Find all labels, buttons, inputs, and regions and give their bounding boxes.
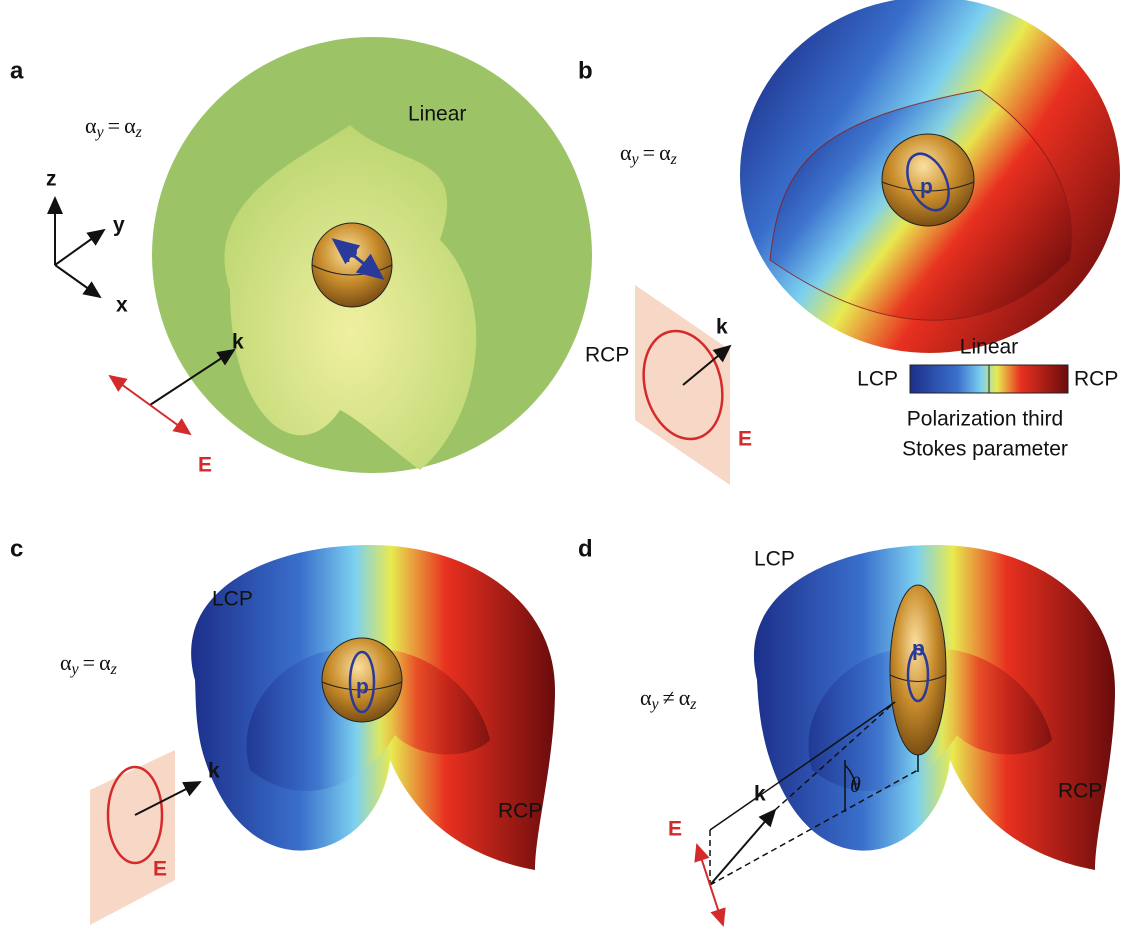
eq-part: α (85, 113, 97, 138)
eq-part: = (108, 113, 120, 138)
label: k (232, 331, 244, 354)
plane (90, 750, 175, 925)
eq-part: y (95, 124, 105, 141)
equator (321, 681, 403, 691)
eq-part: z (110, 661, 118, 678)
colorbar-caption: Polarization third (907, 408, 1063, 431)
e-ellipse (642, 329, 724, 441)
label: k (716, 316, 728, 339)
label: E (738, 428, 752, 451)
panel-a: a αy = αz Linear z y x k E p (10, 37, 592, 477)
particle (321, 637, 403, 723)
label: LCP (754, 548, 795, 571)
eq-part: y (70, 661, 80, 678)
label: p (345, 240, 358, 263)
label: x (116, 294, 128, 317)
label: p (912, 638, 925, 661)
particle (311, 222, 393, 308)
colorbar-caption: Stokes parameter (902, 438, 1068, 461)
panel-letter: d (578, 535, 593, 562)
eq-part: α (124, 113, 136, 138)
dipole (331, 238, 385, 280)
eq-part: y (650, 696, 660, 713)
eq-part: z (670, 151, 678, 168)
label: z (46, 168, 57, 191)
k-arrow (682, 344, 732, 386)
eq-part: α (620, 140, 632, 165)
eq-part: z (135, 124, 143, 141)
k-arrow (134, 781, 202, 816)
label: RCP (585, 344, 629, 367)
equator (881, 181, 975, 192)
eq-part: y (630, 151, 640, 168)
colorbar-label: RCP (1074, 368, 1118, 391)
particle (881, 133, 975, 227)
construction-line (709, 701, 896, 831)
panel-letter: a (10, 57, 24, 84)
eq-part: α (659, 140, 671, 165)
panel-c: c αy = αz LCP RCP k E p (10, 535, 555, 925)
e-ellipse (106, 765, 164, 865)
label: k (754, 783, 766, 806)
equation: αy = αz (85, 113, 143, 141)
label: y (113, 214, 125, 237)
eq-part: z (689, 696, 697, 713)
eq-part: α (99, 650, 111, 675)
k-arrow (709, 808, 777, 886)
panel-letter: b (578, 57, 593, 84)
axis (54, 264, 102, 299)
dipole-orbit (348, 650, 376, 714)
colorbar-label: Linear (960, 336, 1018, 359)
colorbar-label: LCP (857, 368, 898, 391)
e-arrow (108, 374, 192, 436)
dipole-orbit (906, 647, 930, 703)
eq-part: = (643, 140, 655, 165)
particle (889, 584, 947, 756)
axis (54, 228, 106, 266)
label: p (356, 676, 369, 699)
equation: αy = αz (60, 650, 118, 678)
panel-letter: c (10, 535, 23, 562)
dipole-orbit (906, 152, 950, 212)
label: k (208, 760, 220, 783)
label: E (198, 454, 212, 477)
eq-part: α (640, 685, 652, 710)
eq-part: = (83, 650, 95, 675)
equation: αy ≠ αz (640, 685, 697, 713)
eq-part: α (60, 650, 72, 675)
angle-arc (844, 764, 857, 791)
construction-line (774, 701, 896, 811)
label: RCP (498, 800, 542, 823)
equator (889, 674, 947, 682)
label: RCP (1058, 780, 1102, 803)
eq-part: ≠ (663, 685, 675, 710)
label: E (668, 818, 682, 841)
label: LCP (212, 588, 253, 611)
label: θ (850, 772, 861, 797)
label: Linear (408, 103, 466, 126)
panel-b: b αy = αz RCP k E p Linear LCP RCP Polariz… (578, 0, 1120, 485)
label: E (153, 858, 167, 881)
panel-d: d αy ≠ αz LCP RCP k E p θ (578, 535, 1115, 927)
label: p (920, 176, 933, 199)
eq-part: α (679, 685, 691, 710)
equation: αy = αz (620, 140, 678, 168)
e-arrow (694, 843, 726, 927)
